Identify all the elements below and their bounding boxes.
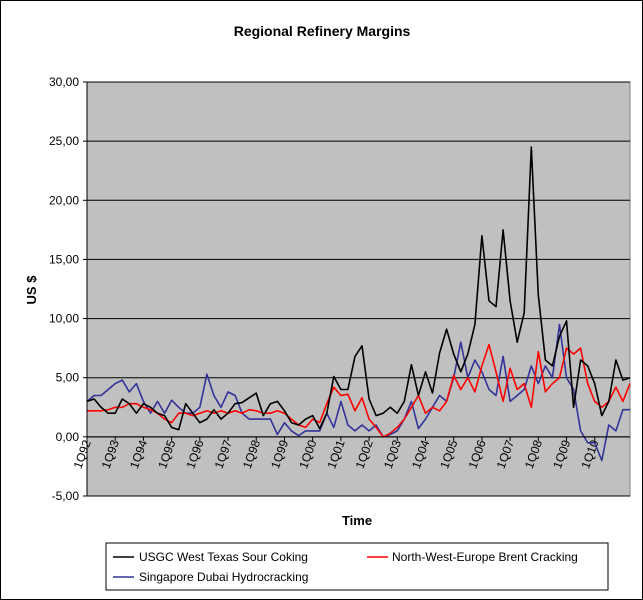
- series-line-sing: [86, 323, 630, 462]
- plot-area: [86, 81, 631, 497]
- y-tick-label: -5,00: [52, 489, 80, 503]
- legend: USGC West Texas Sour Coking North-West-E…: [105, 542, 609, 591]
- y-tick-label: 25,00: [49, 134, 79, 148]
- y-tick-label: 5,00: [56, 371, 80, 385]
- series-line-usgc: [86, 146, 631, 431]
- y-tick-label: 20,00: [49, 193, 79, 207]
- legend-box: [105, 542, 609, 591]
- y-tick-label: 0,00: [56, 430, 80, 444]
- series-lines: [86, 146, 631, 462]
- chart-title: Regional Refinery Margins: [234, 23, 411, 39]
- legend-label-nwe: North-West-Europe Brent Cracking: [392, 550, 578, 564]
- x-axis-label: Time: [342, 513, 372, 528]
- series-line-nwe: [87, 343, 631, 438]
- y-tick-label: 30,00: [49, 75, 79, 89]
- legend-label-sing: Singapore Dubai Hydrocracking: [139, 570, 308, 584]
- y-axis-ticks: -5,00 0,00 5,00 10,00 15,00 20,00 25,00 30,00: [49, 75, 87, 503]
- legend-label-usgc: USGC West Texas Sour Coking: [139, 550, 308, 564]
- y-tick-label: 15,00: [49, 252, 79, 266]
- y-tick-label: 10,00: [49, 312, 79, 326]
- y-axis-label: US $: [24, 275, 39, 305]
